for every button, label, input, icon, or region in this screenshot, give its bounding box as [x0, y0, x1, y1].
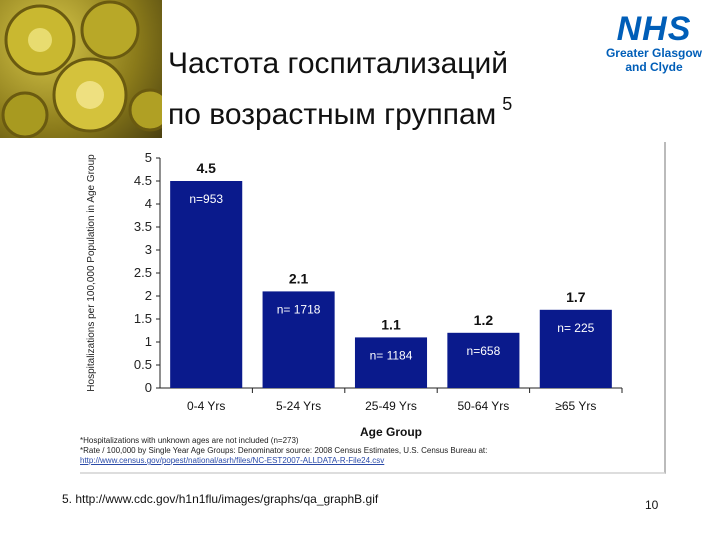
x-tick-label: 50-64 Yrs — [457, 399, 509, 413]
bar-n-label: n= 225 — [557, 321, 594, 335]
title-line-1: Частота госпитализаций — [168, 47, 508, 80]
virus-illustration — [1, 0, 162, 138]
bar — [447, 332, 520, 388]
bar-value-label: 1.7 — [566, 289, 586, 305]
bar-n-label: n= 1718 — [277, 302, 321, 316]
bar-value-label: 1.2 — [474, 312, 494, 328]
y-tick-label: 3.5 — [134, 219, 152, 234]
chart-frame: 0 0.5 1 1.5 2 2.5 3 3.5 4 4.5 5 Hospitalizations pe… — [80, 142, 666, 474]
nhs-org-line-1: Greater Glasgow — [605, 46, 703, 60]
slide-title: Частота госпитализаций по возрастным гру… — [168, 44, 588, 135]
nhs-logo: NHS Greater Glasgow and Clyde — [604, 12, 704, 74]
y-tick-label: 2 — [145, 288, 152, 303]
bar-n-label: n=658 — [467, 344, 501, 358]
bar — [170, 181, 243, 388]
bar-value-label: 4.5 — [196, 160, 216, 176]
title-line-2: по возрастным группам 5 — [168, 84, 588, 135]
y-tick-label: 0 — [145, 380, 152, 395]
bar-n-label: n= 1184 — [370, 348, 413, 362]
bar-value-label: 1.1 — [381, 316, 401, 332]
footnote-2: *Rate / 100,000 by Single Year Age Group… — [80, 446, 488, 455]
title-line-2-text: по возрастным группам — [168, 98, 497, 131]
bar-n-label: n=953 — [189, 192, 223, 206]
x-tick-label: 0-4 Yrs — [187, 399, 225, 413]
x-axis-title: Age Group — [360, 425, 422, 439]
y-tick-label: 1.5 — [134, 311, 152, 326]
bar-chart: 0 0.5 1 1.5 2 2.5 3 3.5 4 4.5 5 Hospitalizations pe… — [86, 150, 623, 439]
y-tick-label: 4.5 — [134, 173, 152, 188]
title-reference: 5 — [502, 94, 513, 114]
x-tick-label: 5-24 Yrs — [276, 399, 321, 413]
nhs-org-line-2: and Clyde — [625, 60, 683, 74]
y-tick-label: 0.5 — [134, 357, 152, 372]
source-citation: 5. http://www.cdc.gov/h1n1flu/images/gra… — [62, 492, 379, 506]
y-tick-label: 2.5 — [134, 265, 152, 280]
bar-value-label: 2.1 — [289, 270, 309, 286]
bar — [354, 337, 428, 388]
bar — [262, 291, 335, 388]
virus-image — [0, 0, 162, 138]
bar — [539, 309, 612, 388]
footnote-1: *Hospitalizations with unknown ages are … — [80, 436, 299, 445]
x-tick-label: ≥65 Yrs — [555, 399, 596, 413]
y-tick-label: 4 — [145, 196, 152, 211]
y-tick-label: 3 — [145, 242, 152, 257]
nhs-logo-text: NHS — [616, 10, 692, 48]
footnote-link[interactable]: http://www.census.gov/popest/national/as… — [80, 456, 385, 465]
x-tick-label: 25-49 Yrs — [365, 399, 417, 413]
y-tick-label: 1 — [145, 334, 152, 349]
y-tick-label: 5 — [145, 150, 152, 165]
page-number: 10 — [645, 498, 659, 512]
y-axis-title: Hospitalizations per 100,000 Population … — [86, 154, 97, 392]
